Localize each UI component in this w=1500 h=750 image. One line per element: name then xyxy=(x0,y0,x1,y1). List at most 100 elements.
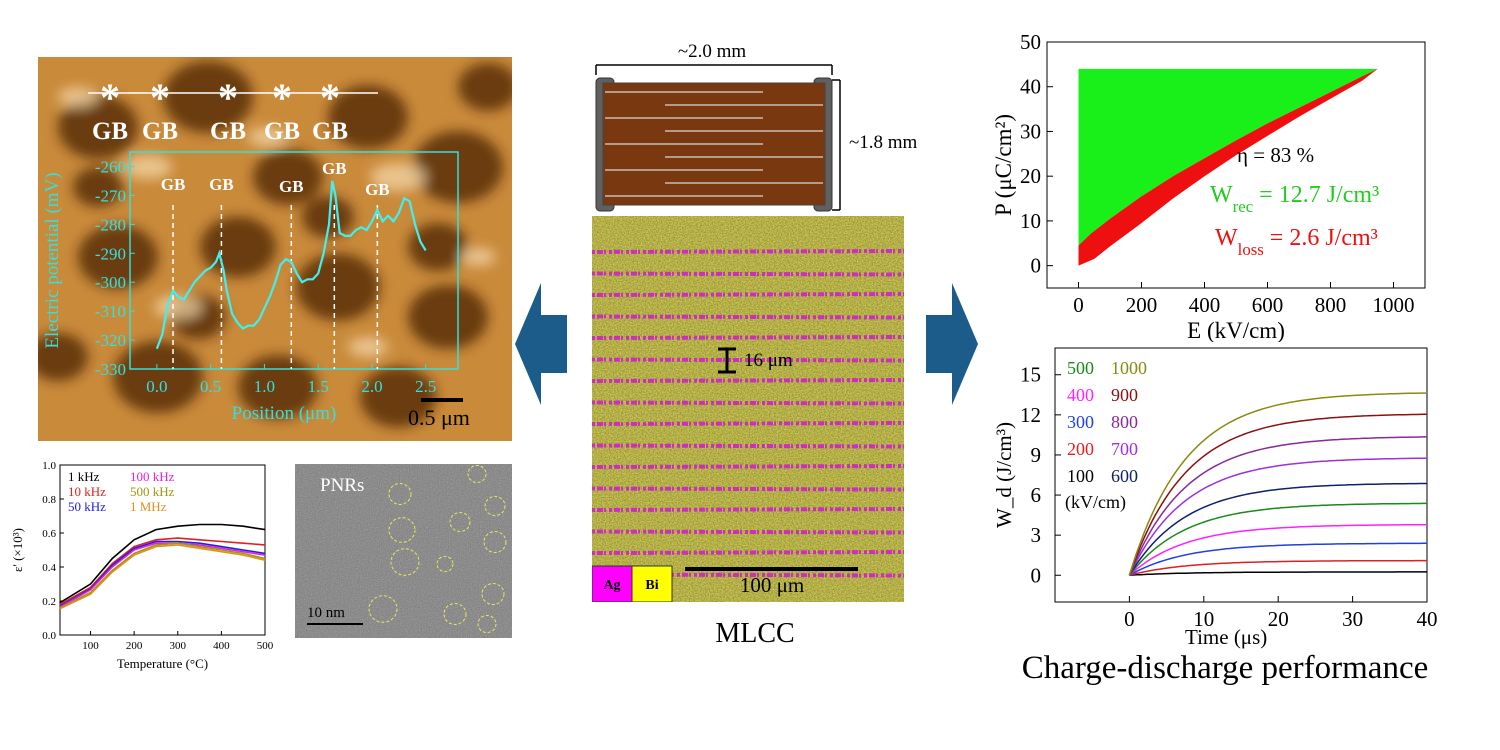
hys-y-tick-label: 10 xyxy=(1020,209,1041,233)
perm-series-line xyxy=(59,542,266,608)
dis-plot-frame xyxy=(1054,347,1428,603)
afm-grain xyxy=(296,253,380,321)
dis-series-line xyxy=(1129,542,1427,576)
eds-map: 16 μm 100 μm Ag Bi xyxy=(592,216,904,602)
afm-y-axis-label: Electric potential (mV) xyxy=(42,172,63,348)
afm-grain xyxy=(113,341,203,413)
dis-y-axis-label: W_d (J/cm³) xyxy=(992,422,1016,528)
left-arrow-icon xyxy=(515,283,567,405)
hys-x-tick-label: 0 xyxy=(1073,293,1084,317)
right-arrow-icon xyxy=(926,283,978,405)
perm-legend-entry: 500 kHz xyxy=(130,484,175,499)
dis-legend-entry: 200 xyxy=(1067,439,1094,459)
tem-scale-label: 10 nm xyxy=(307,605,345,621)
eds-ag-layer xyxy=(592,271,904,277)
perm-y-tick-label: 0.2 xyxy=(42,596,56,608)
perm-series-line xyxy=(59,523,266,604)
afm-boundary-highlight xyxy=(58,87,98,107)
hys-x-tick-label: 200 xyxy=(1126,293,1158,317)
perm-y-tick-label: 0.4 xyxy=(42,562,56,574)
hys-y-tick-label: 50 xyxy=(1020,30,1041,54)
afm-y-tick-label: -300 xyxy=(95,273,126,292)
hys-y-tick-label: 30 xyxy=(1020,119,1041,143)
eds-legend-label: Ag xyxy=(603,578,620,593)
gb-top-label: GB xyxy=(312,118,348,145)
afm-panel: *GB*GB*GB*GB*GB-260-270-280-290-300-310-… xyxy=(38,57,512,441)
pnr-circle xyxy=(368,595,398,623)
pnr-circle xyxy=(388,483,412,505)
afm-boundary-highlight xyxy=(370,163,426,191)
afm-x-tick-label: 2.5 xyxy=(415,377,436,396)
perm-y-tick-label: 0.0 xyxy=(42,630,56,642)
dis-x-tick-label: 40 xyxy=(1417,607,1438,631)
perm-x-tick-label: 300 xyxy=(170,640,187,652)
gb-asterisk: * xyxy=(218,75,238,120)
dis-series-line xyxy=(1128,436,1427,576)
hys-plot-frame xyxy=(1046,41,1426,289)
hys-x-tick-label: 400 xyxy=(1189,293,1221,317)
dis-y-tick-label: 12 xyxy=(1020,403,1041,427)
afm-x-tick-label: 1.0 xyxy=(254,377,275,396)
hys-wloss-label: Wloss = 2.6 J/cm³ xyxy=(1215,225,1378,259)
dis-series-line xyxy=(1129,571,1427,577)
afm-plot-frame xyxy=(129,151,459,370)
eds-legend-swatch xyxy=(631,565,673,602)
dis-legend-entry: 100 xyxy=(1067,466,1094,486)
eds-layer-label: 16 μm xyxy=(744,350,793,371)
dis-legend-entry: 900 xyxy=(1111,385,1138,405)
hys-eta-label: η = 83 % xyxy=(1237,143,1314,167)
gb-top-label: GB xyxy=(92,118,128,145)
afm-x-tick-label: 1.5 xyxy=(308,377,329,396)
dis-legend-entry: 1000 xyxy=(1111,358,1147,378)
afm-x-tick-label: 0.5 xyxy=(200,377,221,396)
eds-ag-layer xyxy=(592,314,904,320)
pnr-circle xyxy=(484,496,506,516)
pnr-circle xyxy=(443,603,467,625)
mlcc-height-label: ~1.8 mm xyxy=(849,132,918,153)
afm-grain xyxy=(163,61,253,133)
eds-ag-layer xyxy=(592,486,904,492)
dis-y-tick-label: 0 xyxy=(1031,563,1042,587)
afm-grain xyxy=(200,216,276,278)
eds-scale-label: 100 μm xyxy=(740,573,804,597)
dis-x-tick-label: 0 xyxy=(1124,607,1135,631)
dis-x-axis-label: Time (μs) xyxy=(1185,625,1267,649)
tem-image: PNRs 10 nm xyxy=(295,464,512,638)
perm-legend-entry: 100 kHz xyxy=(130,469,175,484)
hysteresis-chart: 0 10 20 30 40 50 0 200 400 600 800 1000 E (kV/cm) P (… xyxy=(991,30,1426,342)
perm-legend-entry: 50 kHz xyxy=(68,499,106,514)
afm-grain xyxy=(408,285,488,349)
hys-x-axis-label: E (kV/cm) xyxy=(1187,318,1285,342)
perm-x-tick-label: 400 xyxy=(213,640,230,652)
hys-x-tick-label: 600 xyxy=(1252,293,1284,317)
hys-x-tick-label: 1000 xyxy=(1373,293,1415,317)
afm-grain xyxy=(458,63,512,111)
afm-grain xyxy=(253,149,323,205)
hys-y-axis-label: P (μC/cm²) xyxy=(991,114,1016,216)
afm-grain xyxy=(58,95,138,159)
afm-grain xyxy=(408,223,468,271)
dis-legend-entry: 400 xyxy=(1067,385,1094,405)
perm-plot-frame xyxy=(59,464,266,636)
pnr-circle xyxy=(483,531,507,553)
afm-boundary-highlight xyxy=(154,295,202,319)
dis-legend-entry: 500 xyxy=(1067,358,1094,378)
hys-y-tick-label: 40 xyxy=(1020,75,1041,99)
dis-series-line xyxy=(1128,392,1428,576)
dis-series-line xyxy=(1128,523,1427,576)
pnr-circle xyxy=(467,464,487,484)
eds-ag-layer xyxy=(592,335,904,340)
hys-wrec-label: Wrec = 12.7 J/cm³ xyxy=(1210,182,1379,216)
pnr-circle xyxy=(436,555,454,573)
dis-legend-entry: 300 xyxy=(1067,412,1094,432)
dis-y-tick-label: 6 xyxy=(1031,483,1042,507)
gb-top-label: GB xyxy=(210,118,246,145)
afm-y-tick-label: -320 xyxy=(95,331,126,350)
perm-x-tick-label: 500 xyxy=(257,640,274,652)
gb-inner-label: GB xyxy=(161,175,186,194)
dis-series-line xyxy=(1128,457,1427,576)
eds-ag-layer xyxy=(592,464,904,469)
eds-ag-layer xyxy=(592,357,904,363)
hys-x-tick-label: 800 xyxy=(1315,293,1347,317)
afm-grain xyxy=(302,196,354,238)
